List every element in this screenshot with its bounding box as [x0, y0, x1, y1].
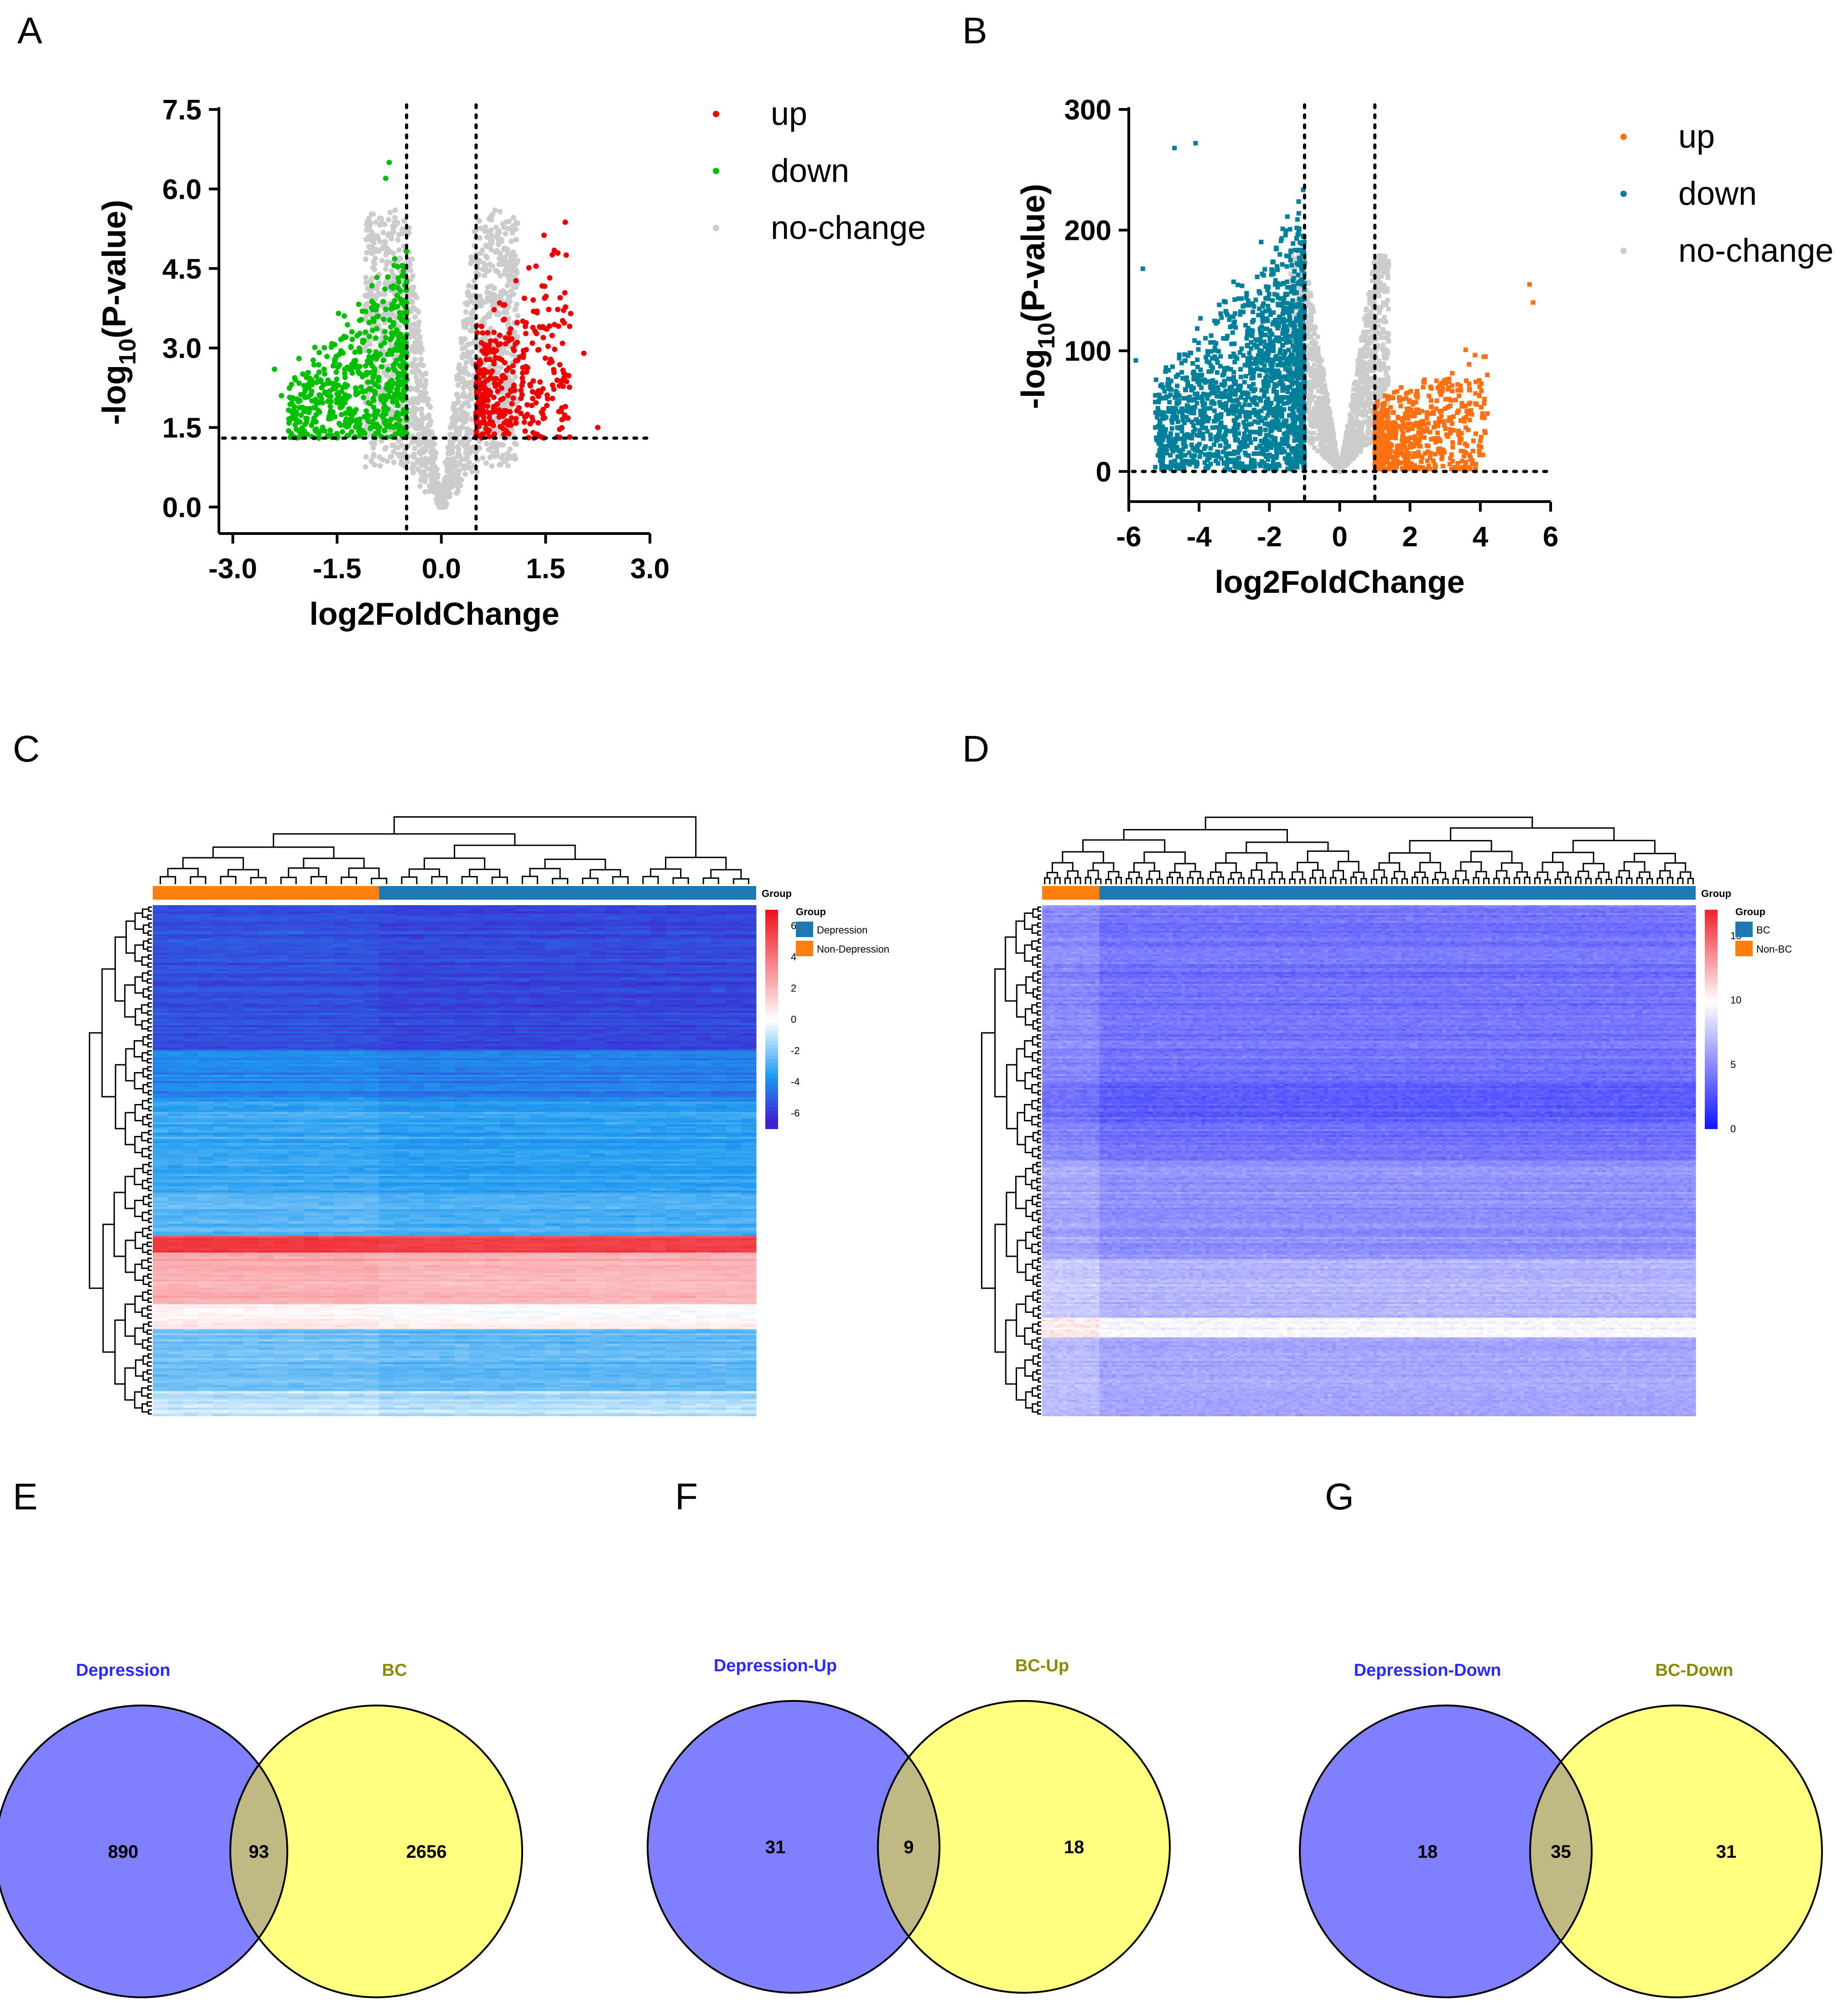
panel-letter-d: D: [962, 728, 989, 770]
point-no-change: [469, 310, 475, 316]
point-no-change: [423, 371, 429, 376]
point-no-change: [364, 301, 370, 306]
volcano-plot-a: 0.01.53.04.56.07.5-3.0 -1.5 0.0 1.5 3.0log2F…: [96, 94, 670, 632]
point-no-change: [427, 404, 433, 410]
point-no-change: [371, 452, 377, 457]
panel-letter-g: G: [1325, 1476, 1354, 1518]
panel-letter-a: A: [17, 10, 42, 52]
point-no-change: [511, 215, 516, 220]
point-no-change: [395, 237, 400, 243]
point-no-change: [385, 259, 390, 264]
panel-letter-b: B: [962, 10, 987, 52]
point-no-change: [396, 248, 402, 253]
panel-letter-e: E: [13, 1476, 38, 1518]
point-no-change: [509, 238, 514, 244]
point-no-change: [393, 207, 398, 213]
point-no-change: [378, 239, 383, 244]
point-no-change: [478, 225, 483, 231]
figure-canvas: A B C D E F G 0.01.53.04.56.07.5-3.0 -1.5 0.0 1.5 3…: [0, 0, 1848, 2011]
point-no-change: [512, 441, 517, 446]
point-no-change: [412, 314, 418, 320]
point-no-change: [363, 464, 369, 470]
point-no-change: [418, 357, 424, 362]
data-points: [272, 160, 601, 510]
panel-letter-f: F: [675, 1476, 698, 1518]
panel-letter-c: C: [13, 728, 40, 770]
